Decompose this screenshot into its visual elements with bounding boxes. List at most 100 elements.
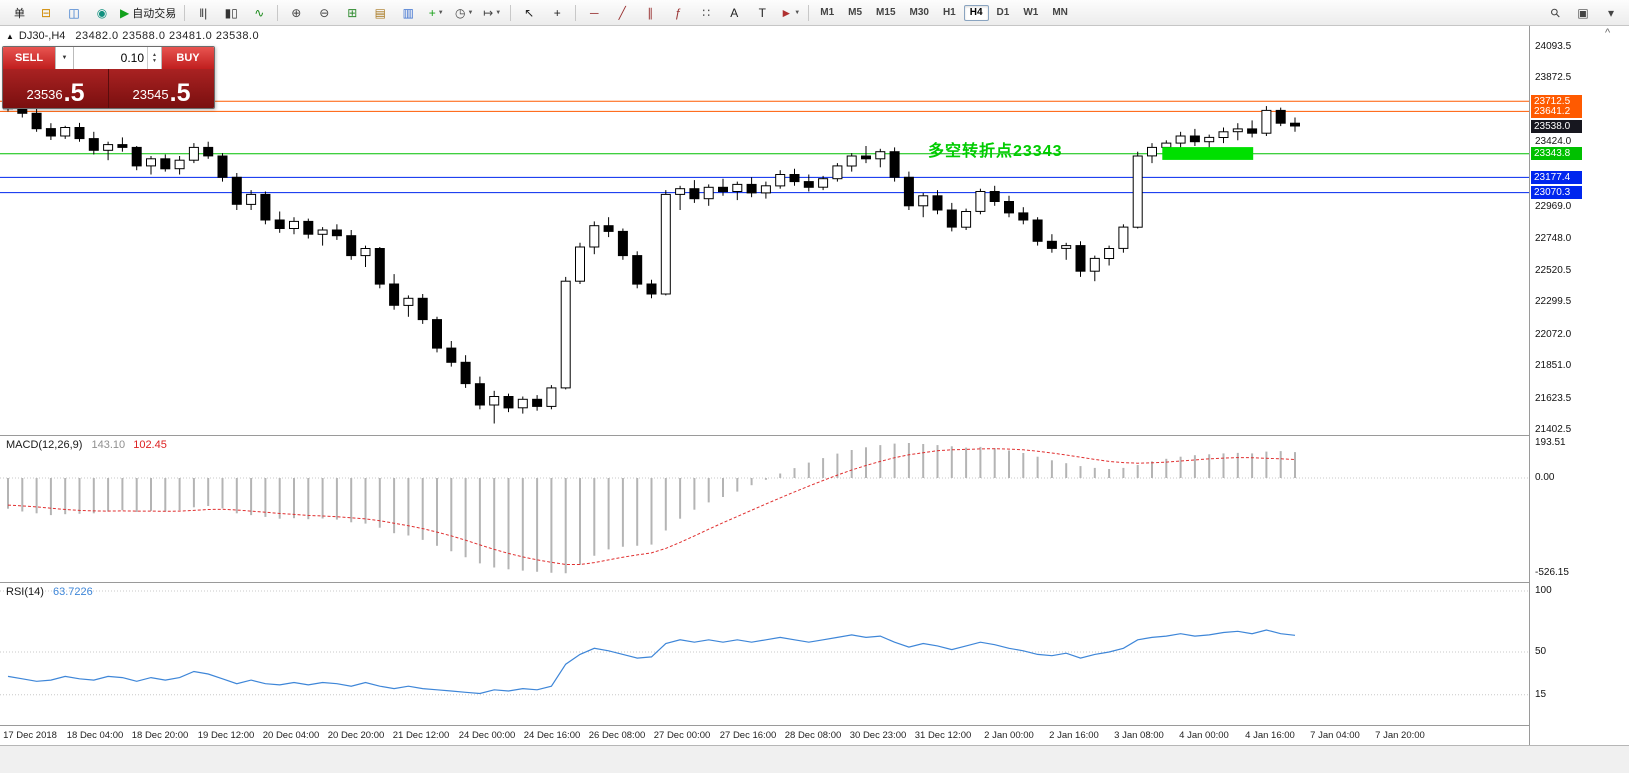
text-label-button[interactable]: T xyxy=(749,2,775,24)
price-axis-label: 22969.0 xyxy=(1535,201,1572,213)
rsi-panel[interactable] xyxy=(0,583,1529,726)
candlestick-chart-button[interactable]: ▮▯ xyxy=(218,2,244,24)
cursor-button[interactable]: ↖ xyxy=(516,2,542,24)
toolbar-right-group: ⚲ ▣ ▾ xyxy=(1541,2,1625,24)
candle-body xyxy=(360,248,371,257)
sell-price[interactable]: 23536 .5 xyxy=(3,69,109,108)
zoom-out-button[interactable]: ⊖ xyxy=(311,2,337,24)
volume-spinner: ▲ ▼ xyxy=(147,47,161,69)
price-badge: 23712.5 xyxy=(1531,94,1582,108)
buy-button[interactable]: BUY xyxy=(162,47,214,69)
time-axis-label: 18 Dec 04:00 xyxy=(66,730,124,741)
chart-shift-button[interactable]: ↦ ▼ xyxy=(479,2,505,24)
chart-header: ▲ DJ30-,H4 23482.0 23588.0 23481.0 23538… xyxy=(6,29,259,43)
candle-body xyxy=(131,146,142,167)
tile-windows-button[interactable]: ⊞ xyxy=(339,2,365,24)
panel-separator[interactable] xyxy=(0,435,1629,436)
sell-price-main: 23536 xyxy=(26,86,63,102)
trendline-button[interactable]: ╱ xyxy=(609,2,635,24)
buy-price-main: 23545 xyxy=(132,86,169,102)
volume-input[interactable]: 0.10 ▲ ▼ xyxy=(74,47,162,69)
timeframe-m1[interactable]: M1 xyxy=(820,6,835,18)
panel-separator[interactable] xyxy=(0,725,1629,726)
candle-body xyxy=(675,188,686,195)
time-axis[interactable]: 17 Dec 2018 18 Dec 04:00 18 Dec 20:00 19 De… xyxy=(0,726,1529,745)
new-order-button[interactable]: 单 xyxy=(5,2,31,24)
zoom-in-button[interactable]: ⊕ xyxy=(283,2,309,24)
bar-chart-button[interactable]: ‖| xyxy=(190,2,216,24)
timeframe-m30[interactable]: M30 xyxy=(909,6,929,18)
candle-body xyxy=(1175,135,1186,144)
candle-body xyxy=(760,185,771,194)
candle-body xyxy=(1032,219,1043,242)
price-scale[interactable]: 24093.5 23872.5 23424.0 22969.0 22748.0 22520… xyxy=(1529,26,1629,745)
data-window-button[interactable]: ◫ xyxy=(61,2,87,24)
timeframe-h1[interactable]: H1 xyxy=(942,6,956,18)
objects-button[interactable]: ∷ xyxy=(693,2,719,24)
time-axis-label: 27 Dec 00:00 xyxy=(653,730,711,741)
volume-dropdown-button[interactable]: ▼ xyxy=(55,47,74,69)
candle-body xyxy=(17,108,28,114)
timeframe-m5[interactable]: M5 xyxy=(848,6,863,18)
candle-body xyxy=(532,398,543,407)
candle-body xyxy=(289,220,299,229)
text-button[interactable]: A xyxy=(721,2,747,24)
timeframe-mn[interactable]: MN xyxy=(1052,6,1068,18)
main-chart[interactable] xyxy=(0,44,1529,436)
autotrading-button[interactable]: ▶ 自动交易 xyxy=(117,2,179,24)
candle-body xyxy=(45,128,56,137)
sell-button[interactable]: SELL xyxy=(3,47,55,69)
more-tools-button[interactable]: ▾ xyxy=(1598,2,1624,24)
time-axis-label: 27 Dec 16:00 xyxy=(719,730,777,741)
candle-body xyxy=(331,229,342,237)
line-chart-icon: ∿ xyxy=(254,5,265,20)
arrows-button[interactable]: ► ▼ xyxy=(777,2,803,24)
panel-separator[interactable] xyxy=(0,582,1629,583)
horizontal-line-button[interactable]: ─ xyxy=(581,2,607,24)
volume-decrease-button[interactable]: ▼ xyxy=(152,58,157,64)
fibonacci-icon: ƒ xyxy=(674,5,682,20)
candle-body xyxy=(546,387,557,407)
macd-panel[interactable] xyxy=(0,436,1529,582)
candle-body xyxy=(818,178,829,188)
timeframe-w1[interactable]: W1 xyxy=(1023,6,1039,18)
candle-body xyxy=(875,151,886,160)
market-watch-button[interactable]: ⊟ xyxy=(33,2,59,24)
navigator-icon: ◉ xyxy=(96,5,108,20)
indicators-button[interactable]: ▤ xyxy=(367,2,393,24)
price-badge: 23641.2 xyxy=(1531,104,1582,118)
crosshair-button[interactable]: + xyxy=(544,2,570,24)
candle-body xyxy=(889,151,900,178)
new-chart-button[interactable]: + ▼ xyxy=(423,2,449,24)
scroll-up-icon[interactable]: ^ xyxy=(1605,27,1611,39)
search-button[interactable]: ⚲ xyxy=(1542,2,1568,24)
highlight-rectangle[interactable] xyxy=(1162,147,1254,160)
time-axis-label: 19 Dec 12:00 xyxy=(197,730,255,741)
buy-price[interactable]: 23545 .5 xyxy=(109,69,214,108)
timeframe-h4[interactable]: H4 xyxy=(963,4,989,21)
one-click-panel-toggle[interactable]: ▲ xyxy=(6,31,14,41)
candle-body xyxy=(1018,212,1029,221)
sell-price-fraction: .5 xyxy=(63,78,85,107)
volume-increase-button[interactable]: ▲ xyxy=(152,52,157,58)
candle-body xyxy=(231,176,242,205)
candle-body xyxy=(88,138,99,151)
text-label-icon: T xyxy=(758,5,766,20)
navigator-button[interactable]: ◉ xyxy=(89,2,115,24)
cursor-icon: ↖ xyxy=(524,5,535,20)
window-list-button[interactable]: ▣ xyxy=(1570,2,1596,24)
time-axis-label: 7 Jan 04:00 xyxy=(1310,730,1360,741)
candle-body xyxy=(1247,128,1258,134)
candle-body xyxy=(60,127,71,137)
timeframe-m15[interactable]: M15 xyxy=(876,6,896,18)
fibonacci-button[interactable]: ƒ xyxy=(665,2,691,24)
horizontal-lines[interactable] xyxy=(0,100,1529,194)
chart-annotation-text[interactable]: 多空转折点23343 xyxy=(928,143,1063,160)
channel-button[interactable]: ∥ xyxy=(637,2,663,24)
templates-button[interactable]: ▥ xyxy=(395,2,421,24)
rsi-axis-label: 15 xyxy=(1535,688,1547,700)
line-chart-button[interactable]: ∿ xyxy=(246,2,272,24)
timeframe-d1[interactable]: D1 xyxy=(996,6,1010,18)
candle-body xyxy=(1189,135,1200,143)
period-button[interactable]: ◷ ▼ xyxy=(451,2,477,24)
